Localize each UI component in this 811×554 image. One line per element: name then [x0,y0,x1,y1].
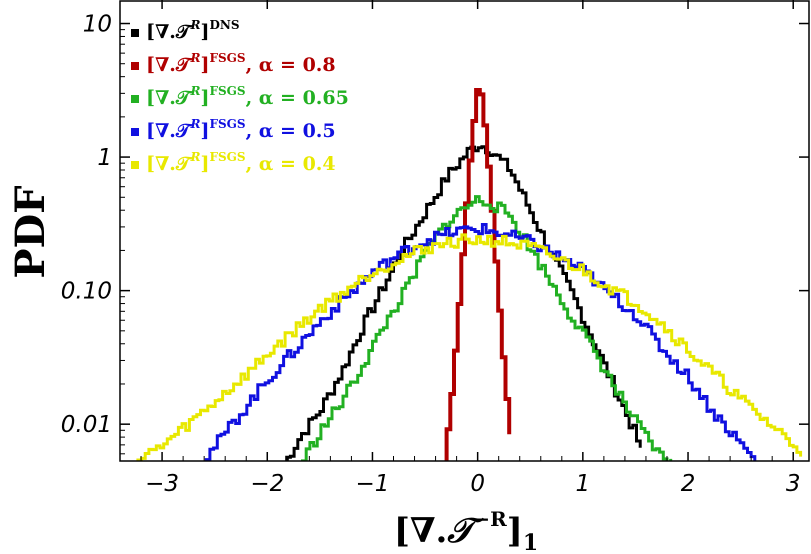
series-layer [136,88,803,461]
y-tick-label: 0.01 [61,412,112,438]
series-line-0 [285,145,642,461]
legend-entry: [∇.𝒯R]FSGS, α = 0.5 [146,117,336,142]
x-axis-title-bracket: [∇. [394,511,448,551]
series-line-1 [444,88,512,461]
plot-frame [119,0,810,462]
x-axis-title: [∇.𝒯−R]1 [394,507,538,554]
legend-swatch [131,62,139,70]
series-line-2 [301,195,673,461]
x-tick-label: 0 [470,471,485,497]
x-tick-label: −1 [356,471,390,497]
legend-entry: [∇.𝒯R]FSGS, α = 0.8 [146,51,336,76]
legend-swatch [131,161,139,169]
legend: [∇.𝒯R]DNS [∇.𝒯R]FSGS, α = 0.8 [∇.𝒯R]FSGS, … [131,18,349,175]
x-axis-title-superscript: −R [473,507,507,531]
y-tick-label: 0.10 [61,279,112,305]
x-axis-title-subscript: 1 [523,530,538,554]
y-tick-label: 1 [97,145,112,171]
axis-ticks: −3 −2 −1 0 1 2 3 0.01 0.10 1 10 [61,0,809,497]
y-axis-title: PDF [7,185,54,278]
plot-border [119,0,810,462]
x-tick-label: −2 [250,471,284,497]
legend-entry: [∇.𝒯R]FSGS, α = 0.65 [146,84,349,109]
x-tick-label: −3 [145,471,179,497]
x-tick-label: 1 [576,471,591,497]
x-axis-title-close: ] [507,511,523,551]
legend-entry: [∇.𝒯R]FSGS, α = 0.4 [146,150,336,175]
x-tick-label: 3 [786,471,801,497]
y-tick-label: 10 [83,12,112,38]
x-tick-label: 2 [681,471,696,497]
legend-swatch [131,128,139,136]
svg-text:[∇.𝒯−R]1: [∇.𝒯−R]1 [394,507,538,554]
legend-swatch [131,29,139,37]
series-line-4 [136,233,803,461]
legend-swatch [131,95,139,103]
legend-entry: [∇.𝒯R]DNS [146,18,240,43]
series-line-3 [204,223,757,461]
